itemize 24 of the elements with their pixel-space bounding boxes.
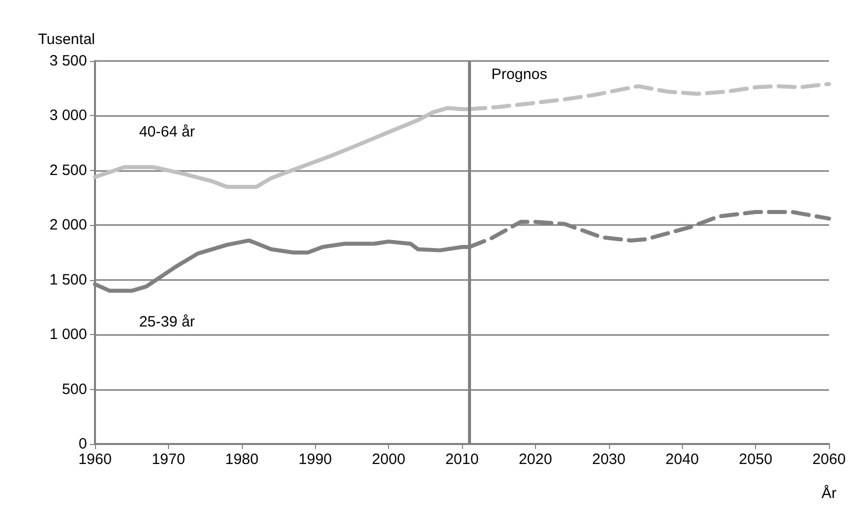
y-tick-label: 2 000 <box>49 216 87 234</box>
x-tick-label: 2030 <box>592 451 626 468</box>
y-tick-label: 500 <box>62 380 87 398</box>
x-tick-label: 2020 <box>518 451 552 468</box>
y-tick-label: 3 500 <box>49 52 87 70</box>
x-tick-label: 2060 <box>812 451 846 468</box>
series-label: 40-64 år <box>139 123 195 140</box>
y-axis-title: Tusental <box>38 31 95 48</box>
x-tick-label: 1960 <box>78 451 112 468</box>
y-tick-label: 1 000 <box>49 326 87 344</box>
x-axis-title: År <box>822 484 837 502</box>
x-tick-label: 2050 <box>738 451 772 468</box>
x-tick-label: 1980 <box>225 451 258 468</box>
x-tick-label: 1990 <box>298 451 332 468</box>
y-tick-label: 0 <box>78 436 87 452</box>
x-tick-label: 2010 <box>445 451 479 468</box>
x-tick-label: 2000 <box>372 451 406 468</box>
y-tick-label: 1 500 <box>49 271 87 288</box>
x-tick-label: 2040 <box>666 451 699 468</box>
y-tick-label: 2 500 <box>49 162 87 179</box>
y-tick-label: 3 000 <box>49 107 87 124</box>
ref-line-label: Prognos <box>491 66 548 83</box>
x-tick-label: 1970 <box>152 451 186 468</box>
series-label: 25-39 år <box>139 314 195 331</box>
